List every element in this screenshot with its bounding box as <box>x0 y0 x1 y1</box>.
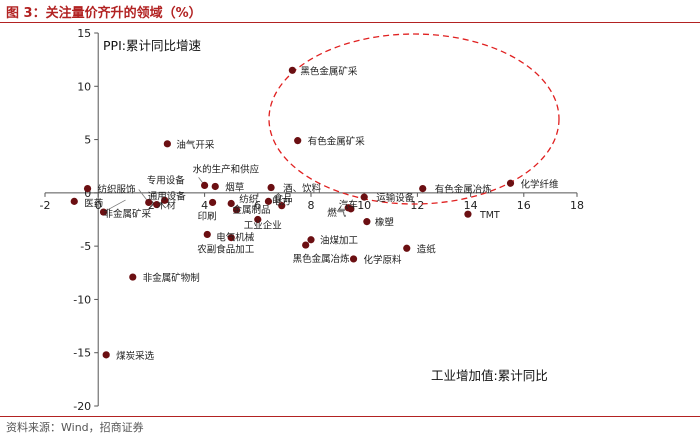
point-label: 食品 <box>273 192 292 204</box>
point-label: 造纸 <box>417 243 437 255</box>
data-point <box>307 236 315 244</box>
data-point <box>102 351 110 359</box>
data-point <box>227 199 235 208</box>
x-tick-label: 10 <box>357 199 371 212</box>
y-tick-label: -15 <box>73 347 91 360</box>
point-label: 非金属矿采 <box>104 208 152 220</box>
point-label: 化学原料 <box>364 254 403 266</box>
point-label: 纺织 <box>239 194 258 206</box>
y-tick-label: 5 <box>84 134 91 147</box>
point-label: 木材 <box>157 200 177 212</box>
point-label: 黑色金属冶炼 <box>293 253 351 265</box>
title-divider <box>0 22 700 23</box>
point-label: 烟草 <box>225 181 244 193</box>
data-point <box>153 200 161 209</box>
point-label: 通用设备 <box>148 190 187 202</box>
y-tick-label: 10 <box>77 80 91 93</box>
x-tick-label: 4 <box>201 199 208 212</box>
y-axis-title: PPI:累计同比增速 <box>103 38 201 53</box>
data-point <box>163 140 171 148</box>
point-label: 工业企业 <box>244 220 282 232</box>
y-tick-label: -5 <box>80 240 91 253</box>
x-tick-label: -2 <box>40 199 51 212</box>
point-label: 电力 <box>272 196 291 208</box>
data-point <box>232 206 241 214</box>
point-label: 印刷 <box>198 210 217 222</box>
point-label: 煤炭采选 <box>116 350 155 362</box>
source-note: 资料来源：Wind，招商证券 <box>6 421 144 434</box>
x-tick-label: 6 <box>254 199 261 212</box>
data-point <box>278 202 286 210</box>
x-tick-label: 14 <box>464 199 478 212</box>
point-label: 非金属矿物制 <box>143 272 200 284</box>
point-label: 燃气 <box>327 207 347 219</box>
highlight-ellipse-layer <box>268 33 560 205</box>
x-tick-label: 2 <box>148 199 155 212</box>
data-point <box>201 181 209 189</box>
data-point <box>161 196 169 204</box>
data-point <box>70 197 78 205</box>
data-point <box>506 179 515 187</box>
data-point <box>403 244 411 252</box>
point-label: 医药 <box>84 198 103 209</box>
data-point <box>288 66 296 74</box>
footer-divider <box>0 416 700 417</box>
point-label: 油气开采 <box>176 139 215 151</box>
point-label: 专用设备 <box>147 174 186 186</box>
y-tick-label: -20 <box>73 400 91 413</box>
y-tick-label: 0 <box>84 187 91 200</box>
point-label: 油煤加工 <box>320 235 359 247</box>
point-label: 黑色金属矿采 <box>300 65 358 77</box>
figure-title: 图 3：关注量价齐升的领域（%） <box>6 6 202 21</box>
x-tick-label: 18 <box>570 199 584 212</box>
x-tick-label: 12 <box>410 199 424 212</box>
point-label: 纺织服饰 <box>98 184 136 196</box>
data-point <box>419 184 427 193</box>
data-point <box>302 241 310 249</box>
data-point <box>211 182 219 191</box>
data-point <box>349 255 358 263</box>
point-label: 酒、饮料 <box>283 183 322 195</box>
point-label: 汽车 <box>339 199 358 211</box>
y-tick-label: -10 <box>73 293 91 306</box>
data-point <box>347 205 355 213</box>
point-label: 运输设备 <box>376 192 415 204</box>
highlight-ellipse <box>268 33 560 205</box>
point-label: 化学纤维 <box>521 178 560 190</box>
x-tick-label: 8 <box>308 199 315 212</box>
point-label: 农副食品加工 <box>197 243 255 255</box>
data-point <box>208 198 217 207</box>
leader-line <box>103 199 126 213</box>
data-point <box>294 137 302 145</box>
data-point <box>464 210 472 218</box>
point-label: 橡塑 <box>375 217 395 229</box>
point-label: 有色金属矿采 <box>308 136 366 148</box>
x-tick-label: 16 <box>517 199 531 212</box>
data-point <box>254 215 262 224</box>
data-point <box>267 183 275 192</box>
data-point <box>264 197 273 205</box>
data-point <box>360 193 368 201</box>
point-label: 电气机械 <box>216 232 255 244</box>
point-label: 金属制品 <box>233 204 271 216</box>
x-tick-label: 0 <box>95 199 102 212</box>
data-point <box>83 184 92 193</box>
data-point <box>99 208 108 216</box>
point-label: TMT <box>479 210 500 221</box>
data-point <box>203 230 211 239</box>
y-tick-label: 15 <box>77 27 91 40</box>
point-label: 有色金属冶炼 <box>435 184 493 196</box>
x-axis-title: 工业增加值:累计同比 <box>431 368 548 383</box>
data-point <box>227 234 235 242</box>
data-point <box>129 273 137 281</box>
data-point <box>363 218 371 226</box>
data-point <box>145 198 153 207</box>
point-label: 水的生产和供应 <box>193 163 260 175</box>
